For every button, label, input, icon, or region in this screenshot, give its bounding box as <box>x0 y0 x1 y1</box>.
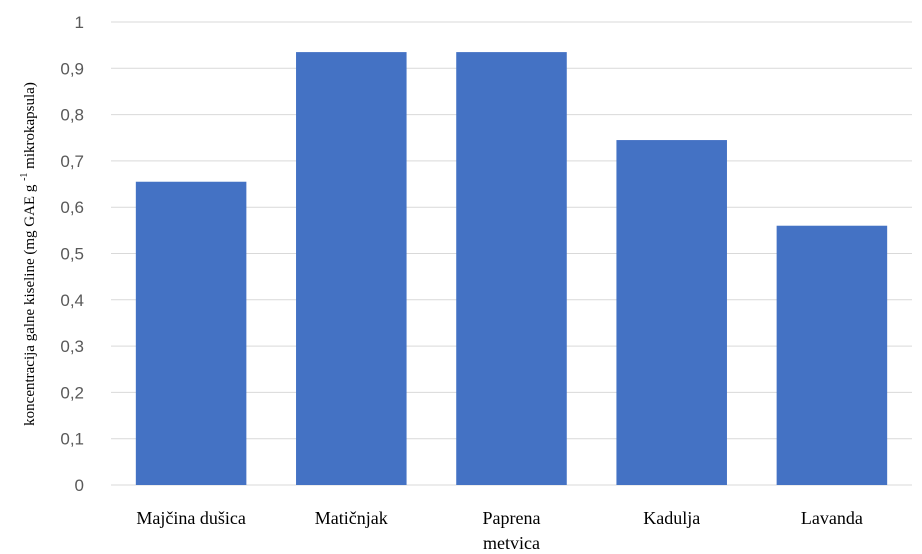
y-axis-label-end: mikrokapsula) <box>22 82 38 169</box>
x-category-label: Paprena metvica <box>483 508 541 553</box>
y-tick-label: 0,5 <box>60 245 84 264</box>
y-tick-label: 0,4 <box>60 291 84 310</box>
y-tick-label: 1 <box>75 13 84 32</box>
bar <box>296 52 407 485</box>
bar <box>616 140 727 485</box>
bar <box>776 225 888 485</box>
y-tick-label: 0,7 <box>60 152 84 171</box>
y-tick-label: 0,9 <box>60 59 84 78</box>
x-category-label: Lavanda <box>801 508 863 528</box>
x-category-label: Majčina dušica <box>136 508 245 528</box>
y-tick-label: 0,8 <box>60 106 84 125</box>
x-category-label: Kadulja <box>643 508 700 528</box>
x-axis-labels: Majčina dušica Matičnjak Paprena metvica Kad… <box>136 508 863 553</box>
x-category-label: Matičnjak <box>315 508 388 528</box>
bar <box>456 52 567 485</box>
y-tick-label: 0,6 <box>60 198 84 217</box>
y-axis-label-main: koncentracija galne kiseline (mg GAE g <box>22 184 38 426</box>
y-tick-label: 0,3 <box>60 337 84 356</box>
bar <box>135 181 247 486</box>
y-axis-label-superscript: -1 <box>19 173 30 181</box>
y-axis-ticks: 0 0,1 0,2 0,3 0,4 0,5 0,6 0,7 0,8 0,9 1 <box>60 13 84 495</box>
y-tick-label: 0 <box>75 476 84 495</box>
y-axis-label: koncentracija galne kiseline (mg GAE g -… <box>15 82 38 426</box>
y-tick-label: 0,1 <box>60 430 84 449</box>
y-tick-label: 0,2 <box>60 383 84 402</box>
bars <box>135 52 888 486</box>
